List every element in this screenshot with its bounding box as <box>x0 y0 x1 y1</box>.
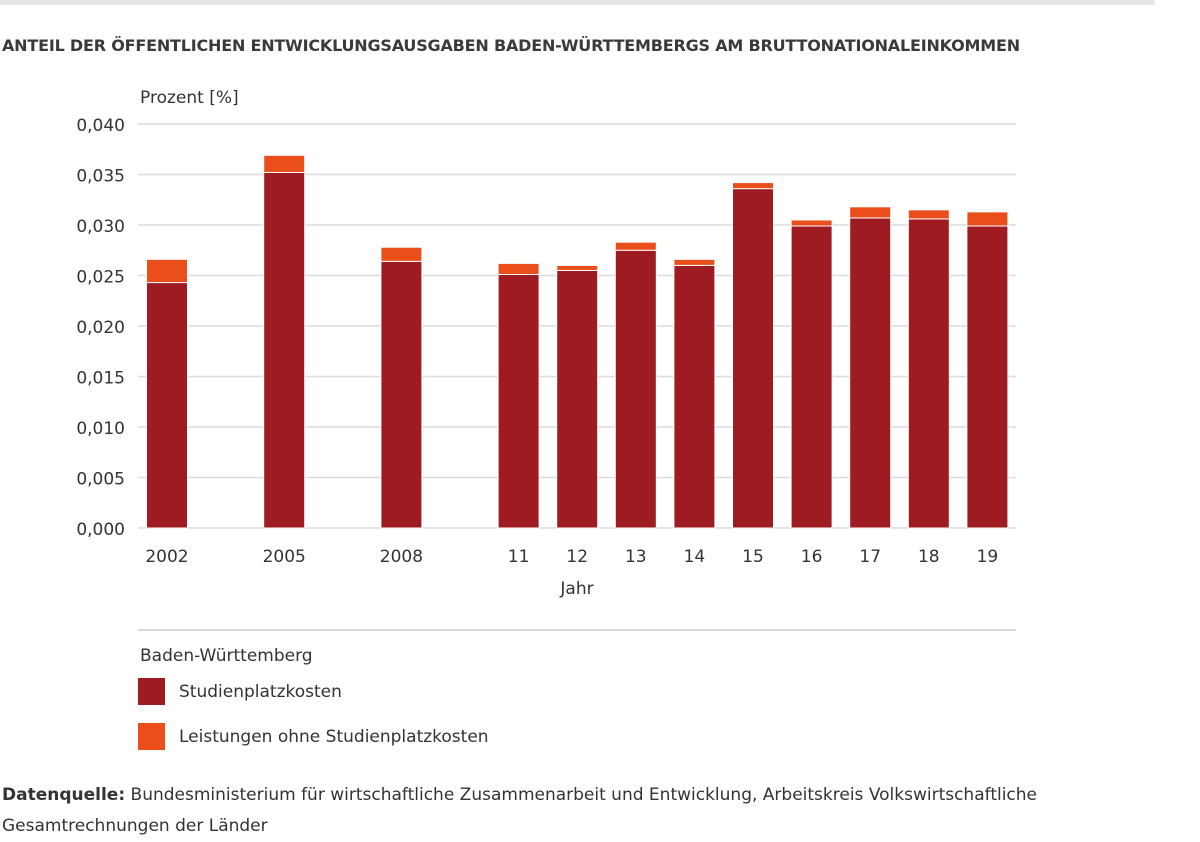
x-tick-label: 18 <box>918 547 940 567</box>
y-tick-label: 0,020 <box>76 318 125 338</box>
x-tick-label: 13 <box>625 547 647 567</box>
bar-leistungen-19 <box>966 211 1009 227</box>
y-tick-label: 0,000 <box>76 520 125 540</box>
bar-studienplatzkosten-14 <box>673 264 716 529</box>
y-tick-label: 0,005 <box>76 470 125 490</box>
bar-studienplatzkosten-2008 <box>380 260 423 529</box>
bar-studienplatzkosten-13 <box>614 249 657 529</box>
x-tick-label: 2005 <box>263 547 306 567</box>
legend-label: Leistungen ohne Studienplatzkosten <box>179 726 489 747</box>
source-text: Bundesministerium für wirtschaftliche Zu… <box>2 785 1038 836</box>
bar-leistungen-14 <box>673 258 716 266</box>
bar-leistungen-16 <box>790 219 833 227</box>
bar-studienplatzkosten-11 <box>497 273 540 529</box>
y-tick-label: 0,030 <box>76 217 125 237</box>
bar-leistungen-15 <box>732 182 774 190</box>
bar-leistungen-13 <box>614 241 657 251</box>
y-tick-label: 0,040 <box>76 116 125 136</box>
chart-svg: 0,000 0,005 0,010 0,015 0,020 0,025 0,030 0,035… <box>76 88 1016 631</box>
x-tick-label: 14 <box>684 547 706 567</box>
bar-studienplatzkosten-2002 <box>146 282 188 529</box>
bar-studienplatzkosten-17 <box>849 217 892 529</box>
x-tick-label: 17 <box>859 547 881 567</box>
y-tick-label: 0,035 <box>76 167 125 187</box>
top-bar <box>0 0 1155 5</box>
bar-studienplatzkosten-18 <box>907 218 950 529</box>
y-tick-label: 0,015 <box>76 369 125 389</box>
legend-swatch <box>138 723 165 750</box>
chart-title: ANTEIL DER ÖFFENTLICHEN ENTWICKLUNGSAUSG… <box>2 36 1020 55</box>
legend-title: Baden-Württemberg <box>140 646 313 666</box>
bar-studienplatzkosten-19 <box>966 225 1009 529</box>
bar-leistungen-11 <box>497 262 540 275</box>
bar-studienplatzkosten-15 <box>732 188 774 529</box>
x-tick-label: 12 <box>566 547 588 567</box>
data-source: Datenquelle: Bundesministerium für wirts… <box>2 780 1152 842</box>
y-axis-label: Prozent [%] <box>140 88 239 108</box>
bar-studienplatzkosten-2005 <box>263 171 306 529</box>
x-tick-label: 2002 <box>145 547 188 567</box>
source-label: Datenquelle: <box>2 785 126 805</box>
bar-leistungen-18 <box>907 209 950 220</box>
legend-item-studienplatzkosten: Studienplatzkosten <box>138 678 342 705</box>
bar-studienplatzkosten-16 <box>790 225 833 529</box>
x-tick-label: 19 <box>977 547 999 567</box>
bar-leistungen-17 <box>849 206 892 219</box>
bar-leistungen-2008 <box>380 246 423 262</box>
y-tick-label: 0,025 <box>76 268 125 288</box>
x-tick-label: 15 <box>742 547 764 567</box>
y-tick-label: 0,010 <box>76 419 125 439</box>
x-tick-label: 11 <box>508 547 530 567</box>
legend-item-leistungen: Leistungen ohne Studienplatzkosten <box>138 723 489 750</box>
legend-label: Studienplatzkosten <box>179 681 342 702</box>
bar-studienplatzkosten-12 <box>556 269 599 529</box>
x-axis-label: Jahr <box>559 579 593 599</box>
bar-leistungen-2002 <box>146 258 188 284</box>
bar-leistungen-12 <box>556 264 599 271</box>
x-tick-label: 16 <box>801 547 823 567</box>
bar-leistungen-2005 <box>263 154 306 173</box>
legend-swatch <box>138 678 165 705</box>
x-tick-label: 2008 <box>380 547 423 567</box>
